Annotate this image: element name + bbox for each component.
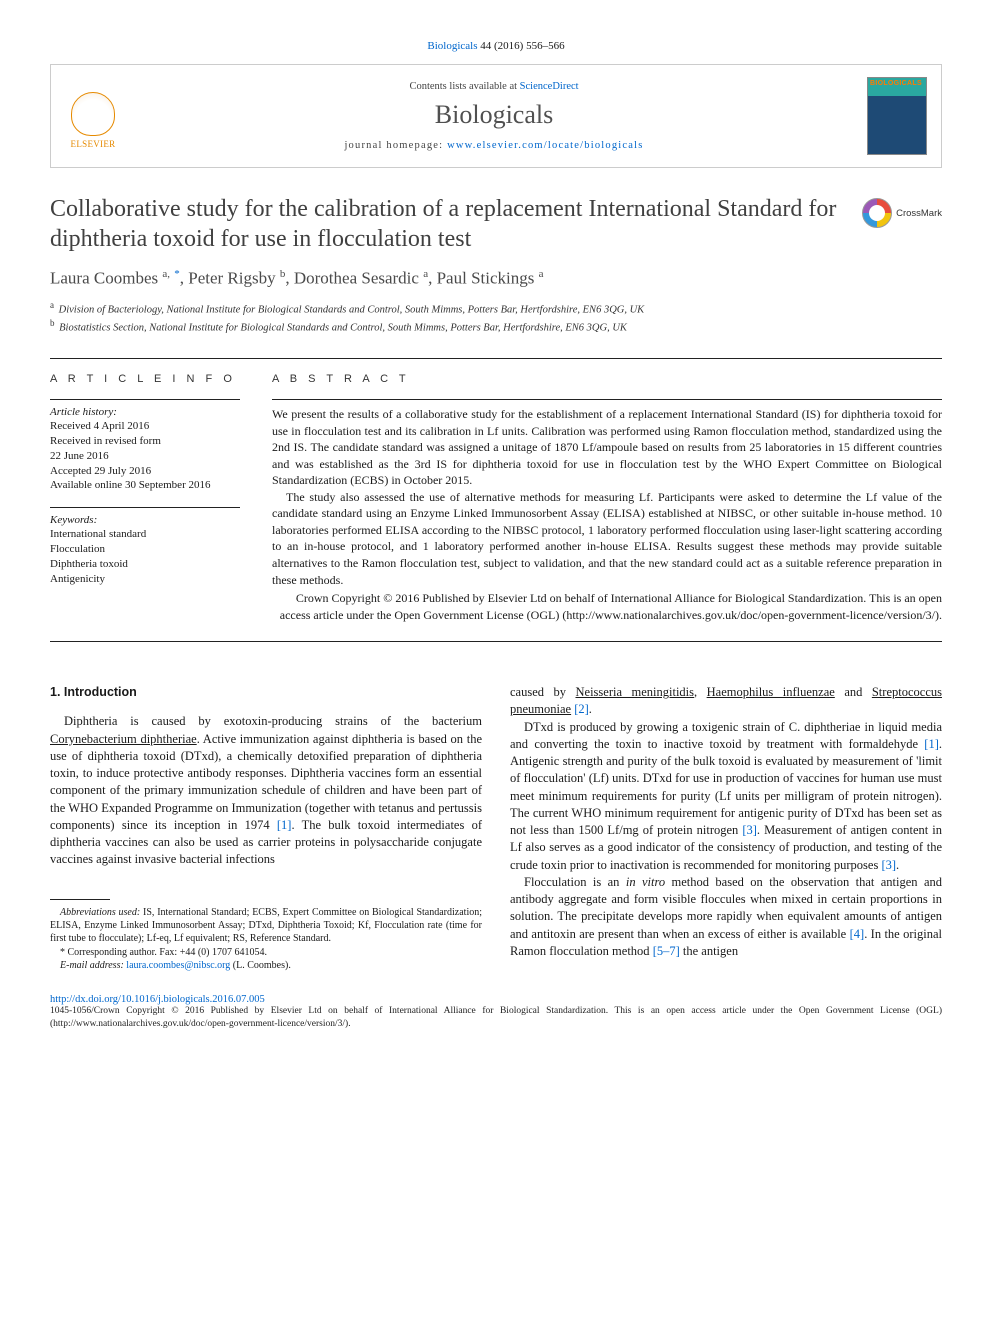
keywords-block: Keywords: International standard Floccul… <box>50 514 240 586</box>
abstract-rule <box>272 399 942 400</box>
footer-license: 1045-1056/Crown Copyright © 2016 Publish… <box>50 1005 942 1030</box>
ref-link-4[interactable]: [4] <box>850 927 865 941</box>
intro-p3: Flocculation is an in vitro method based… <box>510 874 942 960</box>
affiliation-a: a Division of Bacteriology, National Ins… <box>50 299 942 318</box>
citation-vol-pages: 44 (2016) 556–566 <box>478 40 565 52</box>
sciencedirect-link[interactable]: ScienceDirect <box>520 81 579 92</box>
section-1-heading: 1. Introduction <box>50 684 482 701</box>
crossmark-icon <box>862 198 892 228</box>
history-line-4: Available online 30 September 2016 <box>50 478 240 493</box>
citation-line: Biologicals 44 (2016) 556–566 <box>50 40 942 52</box>
ref-link-3b[interactable]: [3] <box>881 858 896 872</box>
title-row: Collaborative study for the calibration … <box>50 194 942 254</box>
history-line-0: Received 4 April 2016 <box>50 419 240 434</box>
affil-a-sup: a <box>50 300 54 310</box>
elsevier-label: ELSEVIER <box>71 139 116 149</box>
crossmark-widget[interactable]: CrossMark <box>862 198 942 228</box>
article-info-label: A R T I C L E I N F O <box>50 373 240 385</box>
footnote-abbrev: Abbreviations used: IS, International St… <box>50 906 482 946</box>
footnote-corresponding: * Corresponding author. Fax: +44 (0) 170… <box>50 946 482 959</box>
affil-b-text: Biostatistics Section, National Institut… <box>59 323 627 334</box>
info-rule-2 <box>50 507 240 508</box>
doi-line: http://dx.doi.org/10.1016/j.biologicals.… <box>50 994 942 1005</box>
homepage-line: journal homepage: www.elsevier.com/locat… <box>121 140 867 151</box>
ref-link-1b[interactable]: [1] <box>924 737 939 751</box>
history-block: Article history: Received 4 April 2016 R… <box>50 406 240 493</box>
intro-p2: DTxd is produced by growing a toxigenic … <box>510 719 942 874</box>
keyword-3: Antigenicity <box>50 572 240 587</box>
info-abstract-row: A R T I C L E I N F O Article history: R… <box>50 373 942 623</box>
affiliations: a Division of Bacteriology, National Ins… <box>50 299 942 336</box>
article-info-column: A R T I C L E I N F O Article history: R… <box>50 373 240 623</box>
footer-block: http://dx.doi.org/10.1016/j.biologicals.… <box>50 994 942 1030</box>
crossmark-label: CrossMark <box>896 208 942 219</box>
affil-b-sup: b <box>50 318 55 328</box>
elsevier-tree-icon <box>71 92 115 136</box>
ref-link-2[interactable]: [2] <box>574 702 589 716</box>
ref-link-1a[interactable]: [1] <box>277 818 292 832</box>
article-title: Collaborative study for the calibration … <box>50 194 850 254</box>
footnote-email-who: (L. Coombes). <box>230 960 291 971</box>
abstract-text: We present the results of a collaborativ… <box>272 406 942 588</box>
cover-thumb-title: BIOLOGICALS <box>870 80 924 87</box>
contents-line: Contents lists available at ScienceDirec… <box>121 81 867 92</box>
keyword-1: Flocculation <box>50 542 240 557</box>
abstract-column: A B S T R A C T We present the results o… <box>272 373 942 623</box>
homepage-prefix: journal homepage: <box>344 140 447 151</box>
keyword-0: International standard <box>50 527 240 542</box>
rule-top <box>50 358 942 359</box>
footnotes-block: Abbreviations used: IS, International St… <box>50 906 482 972</box>
contents-prefix: Contents lists available at <box>409 81 519 92</box>
body-columns: 1. Introduction Diphtheria is caused by … <box>50 684 942 972</box>
intro-p1-cont: caused by Neisseria meningitidis, Haemop… <box>510 684 942 719</box>
elsevier-logo[interactable]: ELSEVIER <box>65 83 121 149</box>
info-rule-1 <box>50 399 240 400</box>
citation-journal-link[interactable]: Biologicals <box>427 40 477 52</box>
abstract-label: A B S T R A C T <box>272 373 942 385</box>
affiliation-b: b Biostatistics Section, National Instit… <box>50 317 942 336</box>
page-container: Biologicals 44 (2016) 556–566 ELSEVIER C… <box>0 0 992 1060</box>
footnote-abbrev-label: Abbreviations used: <box>60 907 140 918</box>
journal-name: Biologicals <box>121 100 867 130</box>
affil-a-text: Division of Bacteriology, National Insti… <box>59 304 645 315</box>
intro-p1: Diphtheria is caused by exotoxin-produci… <box>50 713 482 868</box>
corresponding-email-link[interactable]: laura.coombes@nibsc.org <box>126 960 230 971</box>
header-middle: Contents lists available at ScienceDirec… <box>121 81 867 151</box>
keywords-heading: Keywords: <box>50 514 240 526</box>
history-heading: Article history: <box>50 406 240 418</box>
doi-link[interactable]: http://dx.doi.org/10.1016/j.biologicals.… <box>50 994 265 1005</box>
footnote-separator <box>50 899 110 900</box>
journal-cover-thumbnail[interactable]: BIOLOGICALS <box>867 77 927 155</box>
history-line-2: 22 June 2016 <box>50 449 240 464</box>
history-line-3: Accepted 29 July 2016 <box>50 464 240 479</box>
authors-list: Laura Coombes a, *, Peter Rigsby b, Doro… <box>50 268 942 289</box>
keyword-2: Diphtheria toxoid <box>50 557 240 572</box>
footnote-email: E-mail address: laura.coombes@nibsc.org … <box>50 959 482 972</box>
abstract-copyright: Crown Copyright © 2016 Published by Else… <box>272 590 942 623</box>
footnote-email-label: E-mail address: <box>60 960 126 971</box>
ref-link-3a[interactable]: [3] <box>742 823 757 837</box>
rule-bottom-abstract <box>50 641 942 642</box>
journal-header: ELSEVIER Contents lists available at Sci… <box>50 64 942 168</box>
journal-homepage-link[interactable]: www.elsevier.com/locate/biologicals <box>447 140 643 151</box>
abstract-p2: The study also assessed the use of alter… <box>272 489 942 588</box>
history-line-1: Received in revised form <box>50 434 240 449</box>
abstract-p1: We present the results of a collaborativ… <box>272 406 942 489</box>
ref-link-5-7[interactable]: [5–7] <box>653 944 680 958</box>
